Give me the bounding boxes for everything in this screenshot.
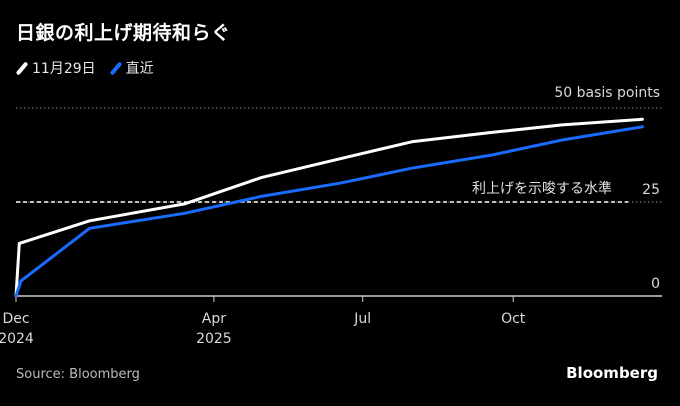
y-tick-label-0: 0 xyxy=(651,276,660,292)
bloomberg-logo: Bloomberg xyxy=(566,364,658,382)
y-tick-label-1: 25 xyxy=(642,182,660,198)
x-tick-sublabel-0: 2024 xyxy=(0,331,34,347)
x-tick-label-1: Apr xyxy=(202,311,226,327)
series-line-1 xyxy=(14,125,644,298)
legend-label-latest: 直近 xyxy=(125,61,154,77)
legend-item-latest: 直近 xyxy=(109,58,154,78)
legend-item-nov29: 11月29日 xyxy=(15,58,96,78)
x-tick-label-3: Oct xyxy=(501,311,526,327)
series-line-0 xyxy=(14,117,644,298)
reference-line-label: 利上げを示唆する水準 xyxy=(472,181,612,197)
y-tick-label-2: 50 basis points xyxy=(554,85,660,101)
x-tick-sublabel-1: 2025 xyxy=(196,331,232,347)
legend-label-nov29: 11月29日 xyxy=(32,61,96,77)
legend: 11月29日 直近 xyxy=(15,58,168,78)
x-tick-label-0: Dec xyxy=(2,311,29,327)
source-note: Source: Bloomberg xyxy=(16,367,140,382)
chart-title: 日銀の利上げ期待和らぐ xyxy=(16,22,231,44)
x-tick-label-2: Jul xyxy=(353,311,371,327)
